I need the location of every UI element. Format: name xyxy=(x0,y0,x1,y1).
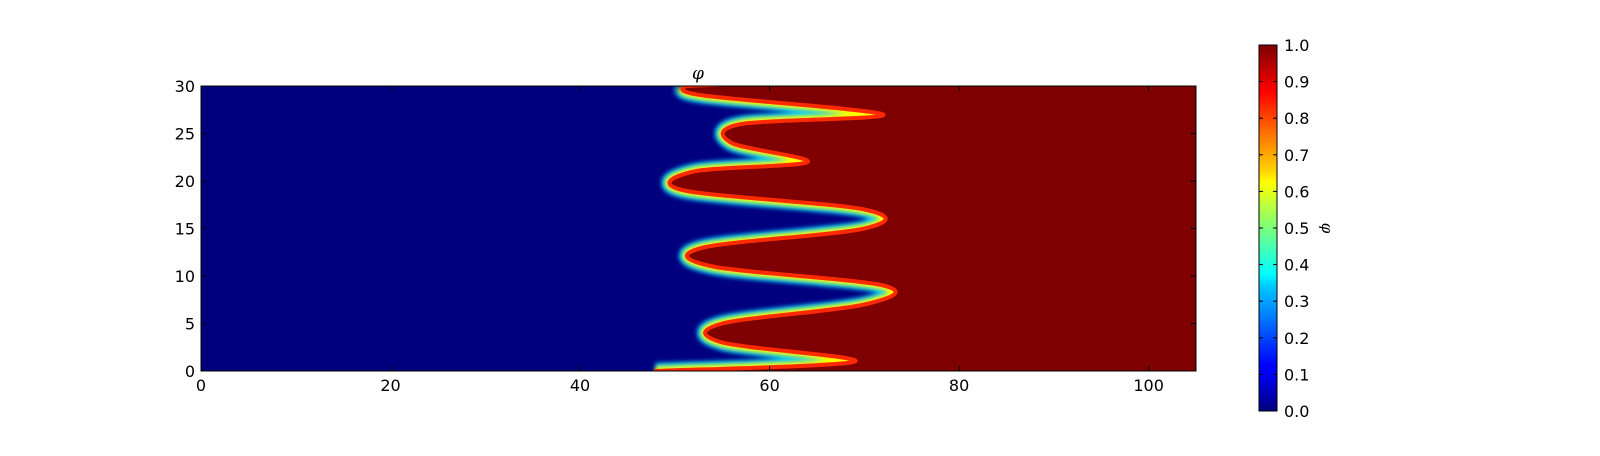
y-tick-label: 10 xyxy=(175,267,195,286)
colorbar-tick-label: 0.6 xyxy=(1284,182,1309,201)
y-tick-label: 25 xyxy=(175,125,195,144)
x-tick-label: 20 xyxy=(380,376,400,395)
colorbar-tick-label: 1.0 xyxy=(1284,36,1309,55)
colorbar-tick-label: 0.0 xyxy=(1284,402,1309,421)
x-tick-label: 100 xyxy=(1133,376,1164,395)
x-tick-label: 0 xyxy=(196,376,206,395)
x-tick-label: 80 xyxy=(949,376,969,395)
colorbar-tick-label: 0.4 xyxy=(1284,256,1309,275)
colorbar-tick-label: 0.8 xyxy=(1284,109,1309,128)
chart-title: φ xyxy=(692,64,704,84)
colorbar-label: φ xyxy=(1318,223,1336,234)
colorbar-tick-label: 0.5 xyxy=(1284,219,1309,238)
colorbar: 0.0 0.1 0.2 0.3 0.4 0.5 0.6 0.7 0.8 0.9 1.0 φ xyxy=(1259,36,1336,421)
colorbar-tick-label: 0.2 xyxy=(1284,329,1309,348)
y-tick-label: 5 xyxy=(185,315,195,334)
y-tick-label: 30 xyxy=(175,77,195,96)
colorbar-tick-label: 0.3 xyxy=(1284,292,1309,311)
plot-area xyxy=(201,66,1216,391)
y-tick-label: 0 xyxy=(185,362,195,381)
y-tick-label: 20 xyxy=(175,172,195,191)
colorbar-tick-label: 0.7 xyxy=(1284,146,1309,165)
colorbar-tick-label: 0.1 xyxy=(1284,365,1309,384)
x-tick-label: 40 xyxy=(570,376,590,395)
y-tick-label: 15 xyxy=(175,220,195,239)
x-tick-label: 60 xyxy=(759,376,779,395)
colorbar-tick-label: 0.9 xyxy=(1284,73,1309,92)
